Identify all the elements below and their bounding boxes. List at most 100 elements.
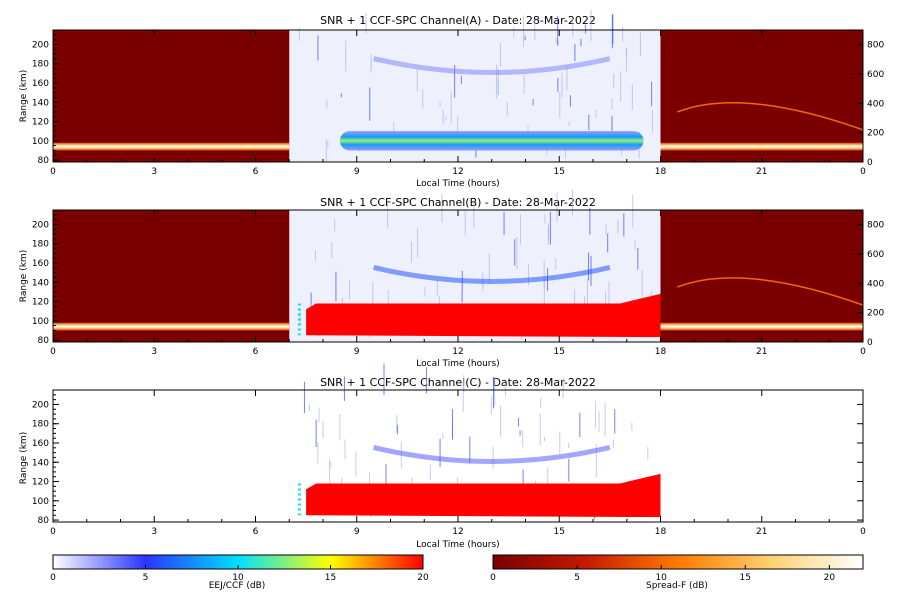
panel-c-xlabel: Local Time (hours) bbox=[416, 540, 499, 550]
x-tick-label: 6 bbox=[253, 347, 259, 357]
panel-c: SNR + 1 CCF-SPC Channel(C) - Date: 28-Ma… bbox=[19, 363, 866, 550]
x-tick-label: 18 bbox=[655, 347, 667, 357]
y-tick-label: 200 bbox=[32, 220, 49, 230]
y2-tick-label: 600 bbox=[867, 250, 884, 260]
colorbar-tick-label: 20 bbox=[824, 573, 836, 583]
y-tick-label: 160 bbox=[32, 79, 49, 89]
echo-150km-arc bbox=[373, 445, 611, 464]
night-e-layer bbox=[53, 322, 290, 331]
x-tick-label: 0 bbox=[50, 527, 56, 537]
x-tick-label: 9 bbox=[354, 527, 360, 537]
y-tick-label: 120 bbox=[32, 478, 49, 488]
y-tick-label: 100 bbox=[32, 497, 49, 507]
y2-tick-label: 200 bbox=[867, 129, 884, 139]
x-tick-label: 0 bbox=[50, 347, 56, 357]
x-tick-label: 0 bbox=[860, 347, 866, 357]
night-e-layer bbox=[660, 142, 863, 151]
x-tick-label: 3 bbox=[151, 347, 157, 357]
eej-layer bbox=[339, 131, 644, 151]
panel-c-title: SNR + 1 CCF-SPC Channel(C) - Date: 28-Ma… bbox=[320, 376, 596, 389]
x-tick-label: 0 bbox=[50, 167, 56, 177]
panel-b-ylabel: Range (km) bbox=[19, 250, 29, 302]
colorbar-tick-label: 5 bbox=[574, 573, 580, 583]
x-tick-label: 12 bbox=[452, 527, 463, 537]
colorbar-tick-label: 10 bbox=[655, 573, 667, 583]
night-background bbox=[660, 30, 863, 162]
y-tick-label: 180 bbox=[32, 420, 49, 430]
x-tick-label: 21 bbox=[756, 527, 767, 537]
panel-a: SNR + 1 CCF-SPC Channel(A) - Date: 28-Ma… bbox=[19, 9, 884, 189]
panel-a-xlabel: Local Time (hours) bbox=[416, 179, 499, 189]
x-tick-label: 6 bbox=[253, 167, 259, 177]
colorbar-spread-f: 0 5 10 15 20 Spread-F (dB) bbox=[490, 554, 864, 591]
y2-tick-label: 400 bbox=[867, 279, 884, 289]
echo-150km-arc bbox=[373, 56, 611, 76]
panel-b-xlabel: Local Time (hours) bbox=[416, 359, 499, 369]
x-tick-label: 0 bbox=[860, 527, 866, 537]
night-background bbox=[53, 30, 290, 162]
x-tick-label: 3 bbox=[151, 167, 157, 177]
colorbar-eej-scale: 0 5 10 15 20 bbox=[50, 554, 429, 583]
y-tick-label: 80 bbox=[38, 516, 50, 526]
night-e-layer bbox=[660, 322, 863, 331]
x-tick-label: 0 bbox=[860, 167, 866, 177]
x-tick-label: 18 bbox=[655, 167, 667, 177]
x-tick-label: 21 bbox=[756, 167, 767, 177]
panel-a-title: SNR + 1 CCF-SPC Channel(A) - Date: 28-Ma… bbox=[320, 14, 596, 27]
x-tick-label: 12 bbox=[452, 347, 463, 357]
x-tick-label: 15 bbox=[554, 527, 565, 537]
colorbar-tick-label: 5 bbox=[143, 573, 149, 583]
y-tick-label: 160 bbox=[32, 259, 49, 269]
colorbar-tick-label: 10 bbox=[232, 573, 244, 583]
y-tick-label: 200 bbox=[32, 400, 49, 410]
y2-tick-label: 0 bbox=[867, 338, 873, 348]
night-background bbox=[53, 210, 290, 342]
panel-a-plot-area: 0 3 6 9 12 15 18 21 0801001201401601802000200400… bbox=[32, 9, 884, 177]
x-tick-label: 15 bbox=[554, 167, 565, 177]
colorbar-tick-label: 15 bbox=[325, 573, 336, 583]
spread-f-trace bbox=[677, 101, 864, 131]
y-tick-label: 100 bbox=[32, 137, 49, 147]
y2-tick-label: 200 bbox=[867, 309, 884, 319]
y2-tick-label: 800 bbox=[867, 41, 884, 51]
colorbar-tick-label: 0 bbox=[50, 573, 56, 583]
y-tick-label: 80 bbox=[38, 336, 50, 346]
x-tick-label: 9 bbox=[354, 167, 360, 177]
y2-tick-label: 400 bbox=[867, 99, 884, 109]
x-tick-label: 6 bbox=[253, 527, 259, 537]
panel-c-ylabel: Range (km) bbox=[19, 432, 29, 484]
colorbar-eej-label: EEJ/CCF (dB) bbox=[209, 581, 266, 591]
y-tick-label: 120 bbox=[32, 298, 49, 308]
colorbar-fill bbox=[492, 554, 864, 570]
colorbar-spread-f-scale: 0 5 10 15 20 bbox=[490, 554, 864, 583]
spread-f-trace bbox=[677, 277, 864, 306]
eej-saturated-region bbox=[306, 293, 661, 338]
y-tick-label: 160 bbox=[32, 439, 49, 449]
y2-tick-label: 800 bbox=[867, 221, 884, 231]
y-tick-label: 180 bbox=[32, 240, 49, 250]
y-tick-label: 120 bbox=[32, 118, 49, 128]
x-tick-label: 21 bbox=[756, 347, 767, 357]
colorbar-eej: 0 5 10 15 20 EEJ/CCF (dB) bbox=[50, 554, 429, 591]
y2-tick-label: 600 bbox=[867, 70, 884, 80]
y-tick-label: 180 bbox=[32, 60, 49, 70]
y-tick-label: 140 bbox=[32, 98, 49, 108]
panel-b-plot-area: 0 3 6 9 12 15 18 21 0801001201401601802000200400… bbox=[32, 189, 884, 357]
colorbar-tick-label: 20 bbox=[417, 573, 429, 583]
panel-a-ylabel: Range (km) bbox=[19, 70, 29, 122]
echo-150km-arc bbox=[373, 265, 611, 284]
eej-saturated-region bbox=[306, 473, 661, 518]
panel-b-title: SNR + 1 CCF-SPC Channel(B) - Date: 28-Ma… bbox=[320, 196, 596, 209]
colorbar-tick-label: 15 bbox=[740, 573, 751, 583]
y-tick-label: 140 bbox=[32, 278, 49, 288]
colorbar-spread-f-label: Spread-F (dB) bbox=[646, 581, 708, 591]
x-tick-label: 18 bbox=[655, 527, 667, 537]
colorbar-tick-label: 0 bbox=[490, 573, 496, 583]
x-tick-label: 12 bbox=[452, 167, 463, 177]
y-tick-label: 100 bbox=[32, 317, 49, 327]
night-e-layer bbox=[53, 142, 290, 151]
x-tick-label: 3 bbox=[151, 527, 157, 537]
